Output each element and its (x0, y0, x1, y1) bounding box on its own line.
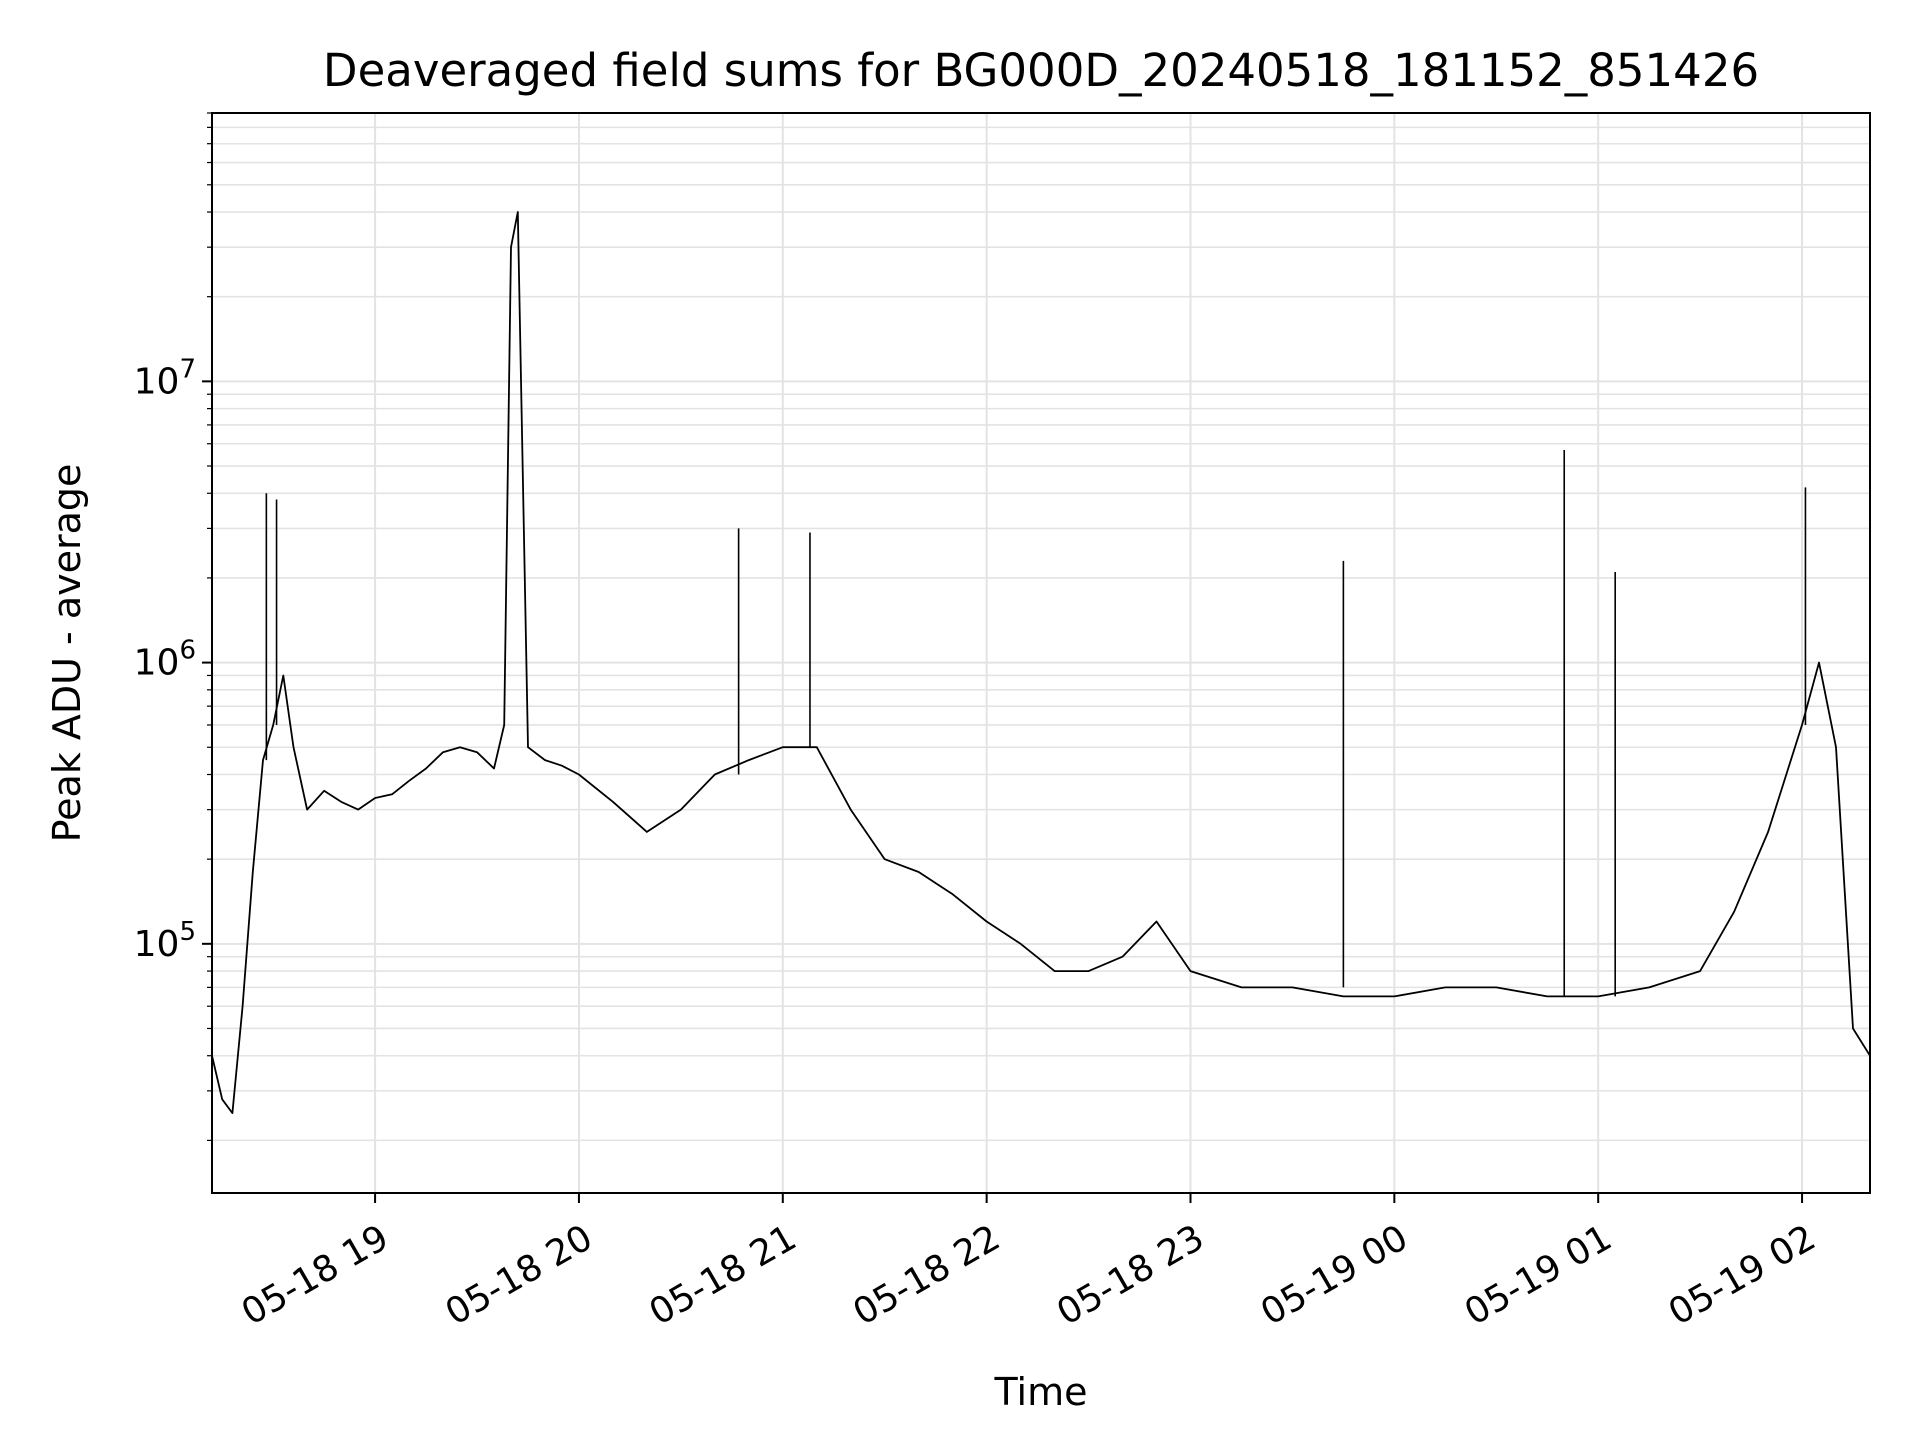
plot-frame (211, 112, 1871, 1194)
y-tick-label: 107 (134, 354, 196, 402)
series-line (211, 211, 1871, 1114)
y-tick-label: 106 (134, 636, 196, 684)
x-axis-label: Time (994, 1370, 1088, 1414)
plot-area (211, 211, 1871, 1114)
grid (212, 112, 1870, 1193)
chart-title: Deaveraged field sums for BG000D_2024051… (323, 44, 1759, 97)
y-axis-label: Peak ADU - average (45, 464, 89, 843)
y-tick-label: 105 (134, 917, 196, 965)
